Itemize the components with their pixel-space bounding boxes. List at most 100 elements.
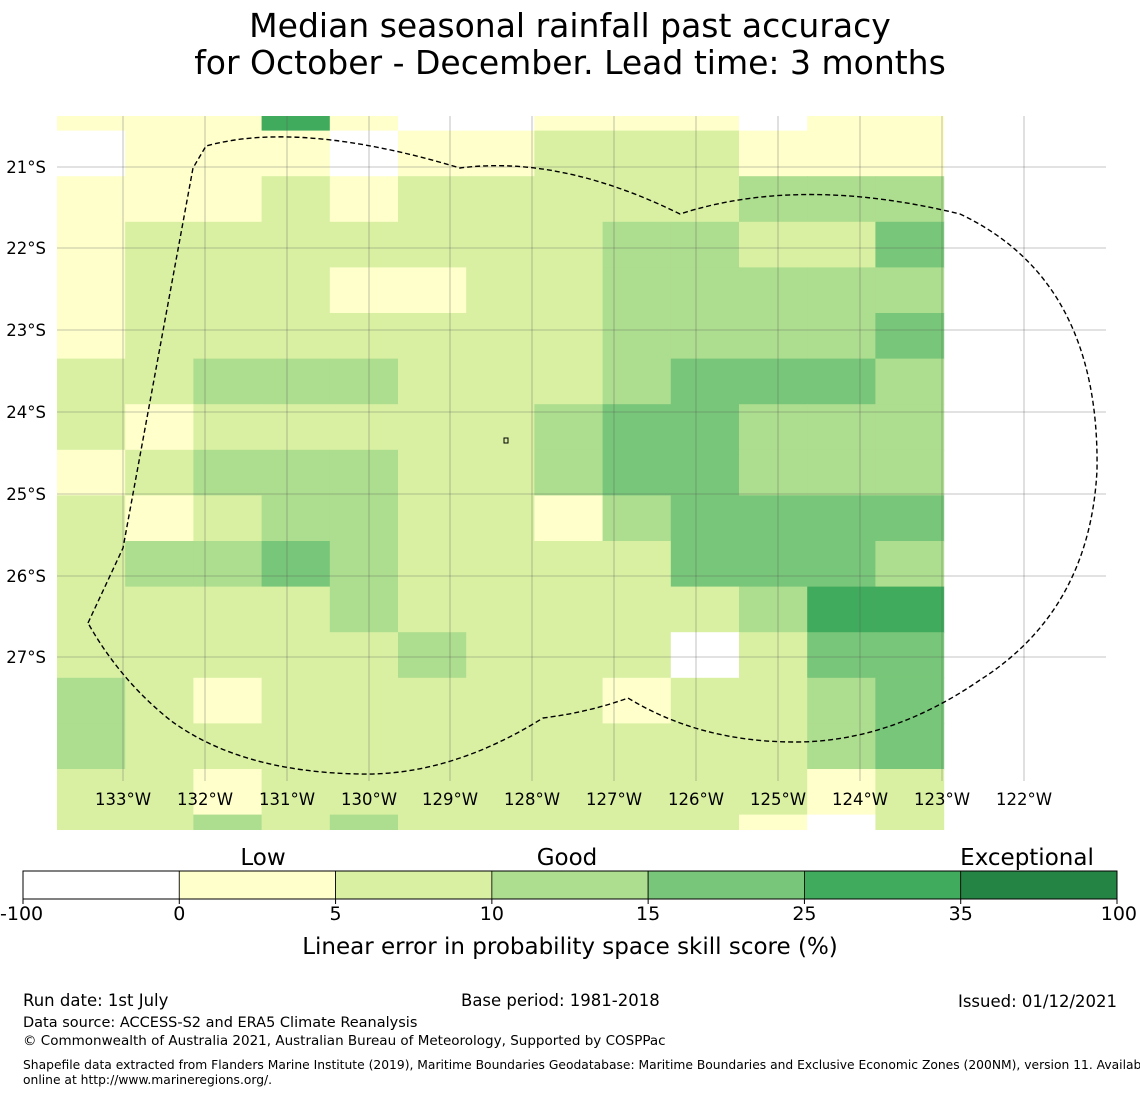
map-cell	[57, 541, 126, 588]
map-cell	[466, 769, 535, 816]
map-cell	[193, 221, 263, 268]
map-cell	[739, 176, 808, 223]
map-cell	[125, 130, 194, 177]
map-cell	[125, 677, 194, 724]
map-cell	[739, 267, 808, 314]
map-cell	[534, 769, 604, 816]
map-cell	[193, 632, 263, 679]
map-cell	[261, 632, 331, 679]
map-cell	[466, 176, 535, 223]
map-cell	[670, 313, 740, 360]
map-cell	[875, 495, 945, 542]
map-cell	[193, 541, 263, 588]
map-cell	[57, 130, 126, 177]
longitude-label: 122°W	[996, 790, 1052, 809]
latitude-label: 27°S	[6, 648, 46, 667]
longitude-label: 127°W	[586, 790, 642, 809]
shapefile-credit-line-2: online at http://www.marineregions.org/.	[23, 1073, 273, 1087]
map-cell	[466, 723, 535, 770]
map-cell	[739, 723, 808, 770]
map-cell	[670, 814, 740, 830]
longitude-label: 126°W	[668, 790, 724, 809]
map-cell	[875, 116, 945, 132]
map-cell	[57, 267, 126, 314]
map-cell	[466, 632, 535, 679]
map-cell	[739, 130, 808, 177]
map-cell	[602, 313, 672, 360]
map-cell	[466, 116, 535, 132]
longitude-label: 131°W	[259, 790, 315, 809]
map-cell	[398, 313, 467, 360]
map-cell	[125, 814, 194, 830]
map-cell	[739, 404, 808, 451]
map-cell	[329, 632, 399, 679]
map-cell	[466, 677, 535, 724]
map-cell	[125, 586, 194, 633]
island-marker	[503, 437, 509, 444]
map-cell	[807, 313, 876, 360]
map-cell	[807, 723, 876, 770]
map-cell	[670, 586, 740, 633]
map-cell	[193, 313, 263, 360]
longitude-label: 129°W	[422, 790, 478, 809]
map-cell	[875, 541, 945, 588]
colorbar-segment	[491, 870, 649, 900]
longitude-labels: 133°W 132°W 131°W 130°W 129°W 128°W 127°W 126°W…	[95, 790, 1052, 809]
map-cell	[329, 358, 399, 405]
map-cell	[466, 358, 535, 405]
latitude-label: 25°S	[6, 485, 46, 504]
map-cell	[398, 586, 467, 633]
map-cell	[398, 404, 467, 451]
map-cell	[534, 116, 604, 132]
eez-boundary	[87, 136, 1098, 775]
map-cell	[875, 677, 945, 724]
map-cell	[602, 814, 672, 830]
map-cell	[739, 769, 808, 816]
map-cell	[57, 176, 126, 223]
map-cell	[534, 313, 604, 360]
map-cell	[807, 176, 876, 223]
map-cell	[466, 586, 535, 633]
map-cell	[875, 176, 945, 223]
map-cell	[261, 677, 331, 724]
longitude-label: 125°W	[750, 790, 806, 809]
map-cell	[398, 267, 467, 314]
map-cell	[739, 632, 808, 679]
longitude-label: 130°W	[341, 790, 397, 809]
colorbar-label-good: Good	[537, 845, 598, 871]
map-cell	[670, 221, 740, 268]
map-cell	[329, 313, 399, 360]
map-cell	[534, 449, 604, 496]
map-cell	[57, 449, 126, 496]
map-cell	[57, 358, 126, 405]
map-cell	[739, 221, 808, 268]
map-cell	[875, 313, 945, 360]
map-cell	[670, 495, 740, 542]
issued-date: Issued: 01/12/2021	[957, 992, 1117, 1011]
map-cell	[602, 404, 672, 451]
map-cell	[261, 358, 331, 405]
map-cell	[193, 769, 263, 816]
map-cell	[57, 116, 126, 132]
map-cell	[602, 541, 672, 588]
map-cell	[261, 723, 331, 770]
map-cell	[193, 404, 263, 451]
map-cell	[602, 723, 672, 770]
map-cell	[534, 632, 604, 679]
map-cell	[261, 313, 331, 360]
map-cell	[398, 632, 467, 679]
map-cell	[125, 632, 194, 679]
map-cell	[193, 358, 263, 405]
map-cell	[57, 814, 126, 830]
colorbar-segment	[960, 870, 1118, 900]
longitude-label: 128°W	[504, 790, 560, 809]
map-cell	[875, 130, 945, 177]
map-cell	[329, 130, 399, 177]
map-cell	[534, 130, 604, 177]
map-cell	[670, 677, 740, 724]
map-cell	[875, 267, 945, 314]
map-cell	[398, 495, 467, 542]
colorbar-segment	[804, 870, 962, 900]
map-cell	[193, 116, 263, 132]
longitude-label: 123°W	[914, 790, 970, 809]
